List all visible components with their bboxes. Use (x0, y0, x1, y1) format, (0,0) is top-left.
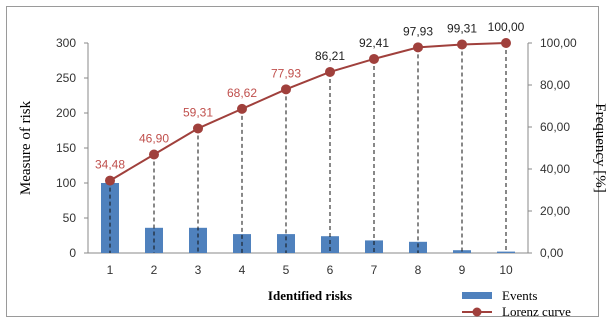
bar (453, 250, 471, 253)
lorenz-point (237, 103, 247, 114)
bar (497, 251, 515, 253)
lorenz-point (149, 149, 159, 160)
lorenz-data-label: 97,93 (403, 24, 433, 38)
lorenz-point (501, 38, 511, 48)
x-tick-label: 9 (459, 263, 466, 277)
y-tick-label: 250 (56, 71, 76, 85)
legend-lorenz-label: Lorenz curve (502, 304, 571, 319)
lorenz-curve-line (109, 42, 507, 182)
y2-tick-label: 80,00 (540, 78, 570, 92)
lorenz-point (193, 123, 203, 134)
x-tick-label: 1 (107, 263, 114, 277)
bar (409, 241, 427, 253)
plot-area: 0 50 100 150 200 250 300 0,00 20,00 40,00 60,00 80,… (56, 20, 577, 277)
lorenz-data-label: 68,62 (227, 86, 257, 100)
legend: Events Lorenz curve (462, 288, 571, 319)
x-axis-label: Identified risks (268, 288, 352, 303)
lorenz-point (369, 53, 379, 64)
y2-axis-label: Frequency [%] (592, 103, 607, 193)
lorenz-point (413, 42, 423, 53)
lorenz-data-label: 86,21 (315, 49, 345, 63)
x-tick-label: 10 (499, 263, 513, 277)
x-tick-label: 5 (283, 263, 290, 277)
y2-tick-label: 20,00 (540, 204, 570, 218)
lorenz-data-label: 92,41 (359, 36, 389, 50)
y-axis-label: Measure of risk (18, 100, 34, 195)
y-tick-label: 0 (69, 246, 76, 260)
x-tick-label: 8 (415, 263, 422, 277)
legend-events-swatch (462, 292, 492, 299)
y2-tick-label: 60,00 (540, 120, 570, 134)
lorenz-point (325, 66, 335, 77)
y2-tick-label: 40,00 (540, 162, 570, 176)
lorenz-data-label: 77,93 (271, 66, 301, 80)
lorenz-data-label: 99,31 (447, 21, 477, 35)
lorenz-data-label: 59,31 (183, 105, 213, 119)
x-tick-label: 4 (239, 263, 246, 277)
y2-tick-label: 100,00 (540, 36, 577, 50)
x-tick-label: 6 (327, 263, 334, 277)
y-tick-label: 100 (56, 176, 76, 190)
bar (189, 227, 207, 253)
lorenz-data-label: 100,00 (488, 20, 525, 34)
y-tick-label: 200 (56, 106, 76, 120)
y-tick-label: 50 (63, 211, 77, 225)
lorenz-point (281, 84, 291, 95)
chart-frame (6, 6, 599, 317)
x-tick-label: 7 (371, 263, 378, 277)
bar (321, 236, 339, 253)
lorenz-point (457, 39, 467, 50)
y2-tick-label: 0,00 (540, 246, 564, 260)
y-tick-label: 150 (56, 141, 76, 155)
bar (365, 240, 383, 253)
legend-events-label: Events (502, 288, 537, 303)
x-tick-label: 3 (195, 263, 202, 277)
y-tick-label: 300 (56, 36, 76, 50)
lorenz-point (105, 175, 115, 186)
legend-lorenz-marker (472, 307, 482, 317)
x-tick-label: 2 (151, 263, 158, 277)
lorenz-data-label: 34,48 (95, 158, 125, 172)
lorenz-data-label: 46,90 (139, 132, 169, 146)
